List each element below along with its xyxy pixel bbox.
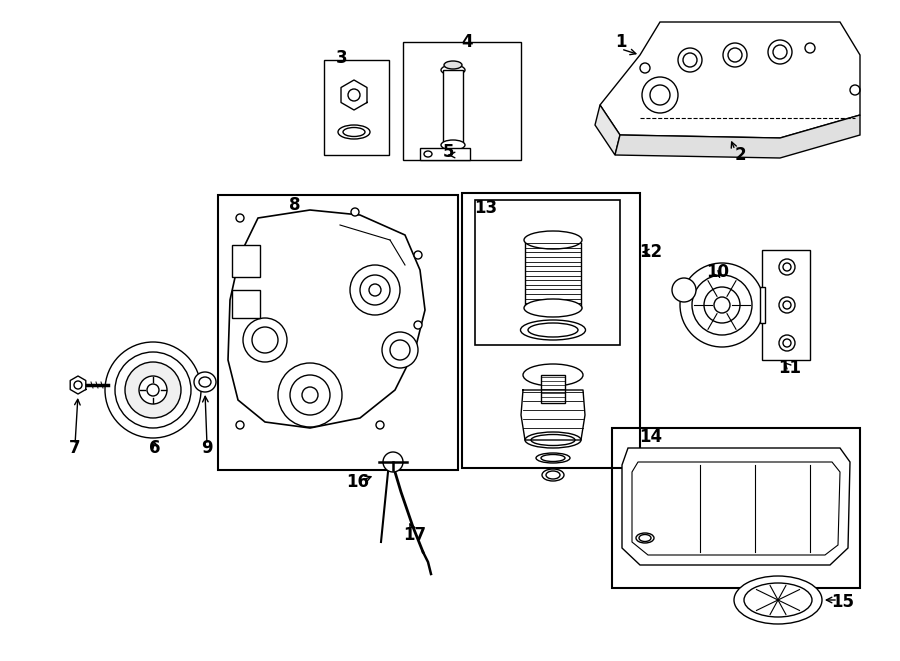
Text: 2: 2: [734, 146, 746, 164]
Polygon shape: [70, 376, 86, 394]
Bar: [218, 195, 458, 470]
Bar: [612, 428, 860, 588]
Circle shape: [642, 77, 678, 113]
Ellipse shape: [444, 61, 462, 69]
Circle shape: [414, 251, 422, 259]
Circle shape: [779, 297, 795, 313]
Circle shape: [704, 287, 740, 323]
Polygon shape: [341, 80, 367, 110]
Circle shape: [783, 263, 791, 271]
Bar: [403, 42, 521, 160]
Polygon shape: [521, 390, 585, 440]
Bar: [420, 148, 470, 160]
Circle shape: [714, 297, 730, 313]
Text: 7: 7: [69, 439, 81, 457]
Ellipse shape: [542, 469, 564, 481]
Circle shape: [105, 342, 201, 438]
Circle shape: [278, 363, 342, 427]
Bar: [475, 200, 620, 345]
Text: 15: 15: [832, 593, 854, 611]
Ellipse shape: [536, 453, 570, 463]
Circle shape: [236, 214, 244, 222]
Text: 14: 14: [639, 428, 662, 446]
Ellipse shape: [734, 576, 822, 624]
Circle shape: [243, 318, 287, 362]
Circle shape: [414, 321, 422, 329]
Circle shape: [382, 332, 418, 368]
Text: 9: 9: [202, 439, 212, 457]
Text: 4: 4: [461, 33, 472, 51]
Circle shape: [125, 362, 181, 418]
Circle shape: [383, 452, 403, 472]
Polygon shape: [615, 115, 860, 158]
Text: 11: 11: [778, 359, 802, 377]
Ellipse shape: [338, 125, 370, 139]
Text: 10: 10: [706, 263, 730, 281]
Circle shape: [350, 265, 400, 315]
Bar: [760, 287, 765, 323]
Polygon shape: [228, 210, 425, 428]
Text: 8: 8: [289, 196, 301, 214]
Ellipse shape: [524, 231, 582, 249]
Circle shape: [302, 387, 318, 403]
Polygon shape: [632, 462, 840, 555]
Ellipse shape: [520, 320, 586, 340]
Bar: [324, 60, 389, 155]
Circle shape: [74, 381, 82, 389]
Circle shape: [723, 43, 747, 67]
Text: 1: 1: [616, 33, 626, 51]
Circle shape: [678, 48, 702, 72]
Circle shape: [680, 263, 764, 347]
Circle shape: [768, 40, 792, 64]
Bar: [232, 290, 260, 318]
Ellipse shape: [524, 299, 582, 317]
Text: 3: 3: [337, 49, 347, 67]
Polygon shape: [600, 22, 860, 138]
Polygon shape: [622, 448, 850, 565]
Text: 13: 13: [474, 199, 498, 217]
Circle shape: [147, 384, 159, 396]
Circle shape: [351, 208, 359, 216]
Circle shape: [369, 284, 381, 296]
Polygon shape: [762, 250, 810, 360]
Ellipse shape: [523, 364, 583, 386]
Bar: [541, 375, 565, 403]
Circle shape: [348, 89, 360, 101]
Bar: [462, 193, 640, 468]
Ellipse shape: [636, 533, 654, 543]
Circle shape: [779, 259, 795, 275]
Polygon shape: [595, 105, 620, 155]
Text: 12: 12: [639, 243, 662, 261]
Ellipse shape: [525, 432, 581, 448]
Text: 6: 6: [149, 439, 161, 457]
Ellipse shape: [424, 151, 432, 157]
Ellipse shape: [744, 583, 812, 617]
Text: 16: 16: [346, 473, 370, 491]
Circle shape: [672, 278, 696, 302]
Ellipse shape: [194, 372, 216, 392]
Circle shape: [783, 339, 791, 347]
Circle shape: [139, 376, 167, 404]
Circle shape: [783, 301, 791, 309]
Circle shape: [236, 421, 244, 429]
Text: 5: 5: [442, 143, 454, 161]
Circle shape: [779, 335, 795, 351]
Bar: [443, 70, 463, 145]
Text: 17: 17: [403, 526, 427, 544]
Ellipse shape: [441, 65, 465, 75]
Ellipse shape: [199, 377, 211, 387]
Circle shape: [376, 421, 384, 429]
Bar: [232, 245, 260, 277]
Ellipse shape: [441, 140, 465, 150]
